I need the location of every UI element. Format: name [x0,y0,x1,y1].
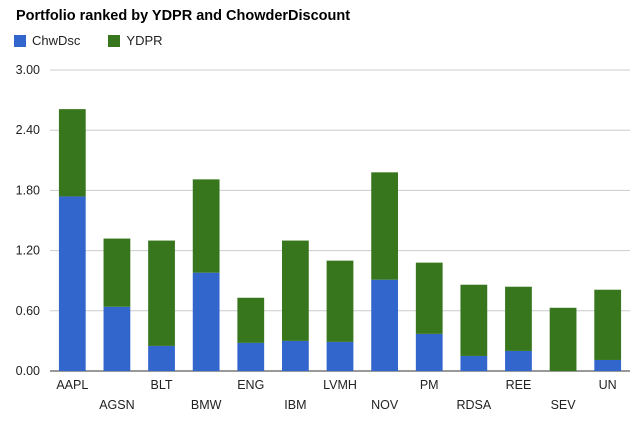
bar-chwdsc-un [594,359,622,371]
x-tick-label: ENG [237,378,264,392]
x-tick-label: PM [420,378,439,392]
x-tick-label: REE [506,378,532,392]
x-tick-label: LVMH [323,378,357,392]
bar-chwdsc-ree [505,350,532,371]
y-tick-label: 0.60 [16,304,40,318]
bar-chwdsc-agsn [103,306,131,371]
legend-label-ydpr: YDPR [126,33,163,48]
x-tick-label: NOV [371,398,399,412]
x-tick-label: BLT [151,378,173,392]
y-tick-label: 1.80 [16,183,40,197]
legend-item-chwdsc[interactable]: ChwDsc [14,33,80,48]
y-tick-label: 2.40 [16,123,40,137]
legend-item-ydpr[interactable]: YDPR [108,33,163,48]
x-tick-label: AAPL [56,378,88,392]
bar-chwdsc-aapl [58,196,86,371]
y-tick-label: 1.20 [16,244,40,258]
bar-ydpr-rdsa [460,284,488,356]
bar-chwdsc-rdsa [460,355,488,371]
bar-ydpr-ibm [282,240,309,341]
bar-ydpr-ree [505,286,532,351]
bar-ydpr-bmw [192,179,220,273]
bar-ydpr-sev [549,307,577,371]
legend: ChwDsc YDPR [14,33,191,48]
bar-chwdsc-nov [371,279,398,371]
bar-ydpr-pm [415,262,443,334]
bar-chwdsc-ibm [282,340,309,371]
x-tick-label: IBM [284,398,306,412]
legend-swatch-chwdsc [14,34,26,47]
bar-chwdsc-blt [148,345,175,371]
bar-ydpr-un [594,289,622,360]
legend-label-chwdsc: ChwDsc [32,33,81,48]
bar-ydpr-eng [237,297,265,343]
y-tick-label: 0.00 [16,364,40,378]
bar-ydpr-agsn [103,238,131,307]
x-tick-label: UN [599,378,617,392]
bar-ydpr-aapl [58,109,86,197]
x-tick-label: SEV [551,398,577,412]
y-tick-label: 3.00 [16,63,40,77]
bar-ydpr-nov [371,172,398,280]
x-tick-label: RDSA [456,398,491,412]
bar-chwdsc-lvmh [326,341,354,371]
chart-title: Portfolio ranked by YDPR and ChowderDisc… [16,8,351,24]
x-tick-label: BMW [191,398,222,412]
bar-chwdsc-eng [237,342,265,371]
x-tick-label: AGSN [99,398,134,412]
bar-chwdsc-bmw [192,272,220,371]
bar-ydpr-lvmh [326,260,354,342]
legend-swatch-ydpr [108,34,121,47]
bar-ydpr-blt [148,240,175,346]
bar-chwdsc-pm [415,333,443,371]
